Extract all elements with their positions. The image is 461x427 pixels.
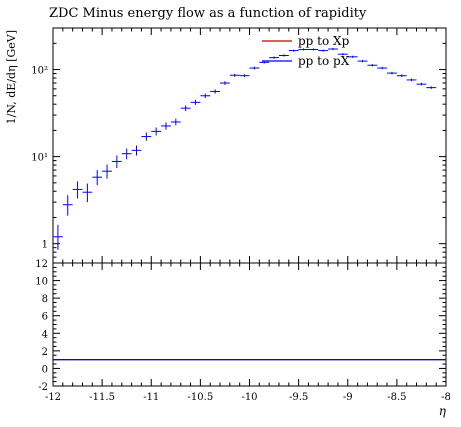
x-tick-label: -8 — [441, 392, 451, 403]
top-y-tick-label: 1 — [42, 240, 48, 251]
chart-title: ZDC Minus energy flow as a function of r… — [49, 6, 367, 21]
y-axis-label: 1/N, dE/dη [GeV] — [5, 30, 18, 124]
top-y-tick-label: 10¹ — [31, 153, 48, 164]
x-tick-label: -9.5 — [289, 392, 308, 403]
ratio-plot-frame — [52, 262, 447, 387]
x-tick-label: -11.5 — [89, 392, 115, 403]
top-y-tick-label: 10² — [31, 66, 48, 77]
x-tick-label: -10.5 — [188, 392, 214, 403]
x-tick-label: -10 — [241, 392, 257, 403]
x-tick-label: -9 — [343, 392, 353, 403]
ratio-y-tick-label: 12 — [35, 259, 48, 270]
ratio-y-tick-label: 6 — [42, 312, 48, 323]
ratio-y-tick-label: 2 — [42, 347, 48, 358]
ratio-y-tick-label: 4 — [42, 329, 48, 340]
x-axis-label: η — [439, 404, 447, 418]
ratio-y-tick-label: 10 — [35, 277, 48, 288]
x-tick-label: -12 — [45, 392, 61, 403]
x-tick-label: -8.5 — [387, 392, 406, 403]
top-plot-frame — [52, 27, 447, 264]
ratio-y-tick-label: -2 — [38, 382, 48, 393]
legend-label-0: pp to Xp — [298, 34, 350, 48]
ratio-y-tick-label: 0 — [42, 364, 48, 375]
ratio-y-tick-label: 8 — [42, 294, 48, 305]
x-tick-label: -11 — [143, 392, 159, 403]
legend-label-1: pp to pX — [298, 54, 350, 68]
